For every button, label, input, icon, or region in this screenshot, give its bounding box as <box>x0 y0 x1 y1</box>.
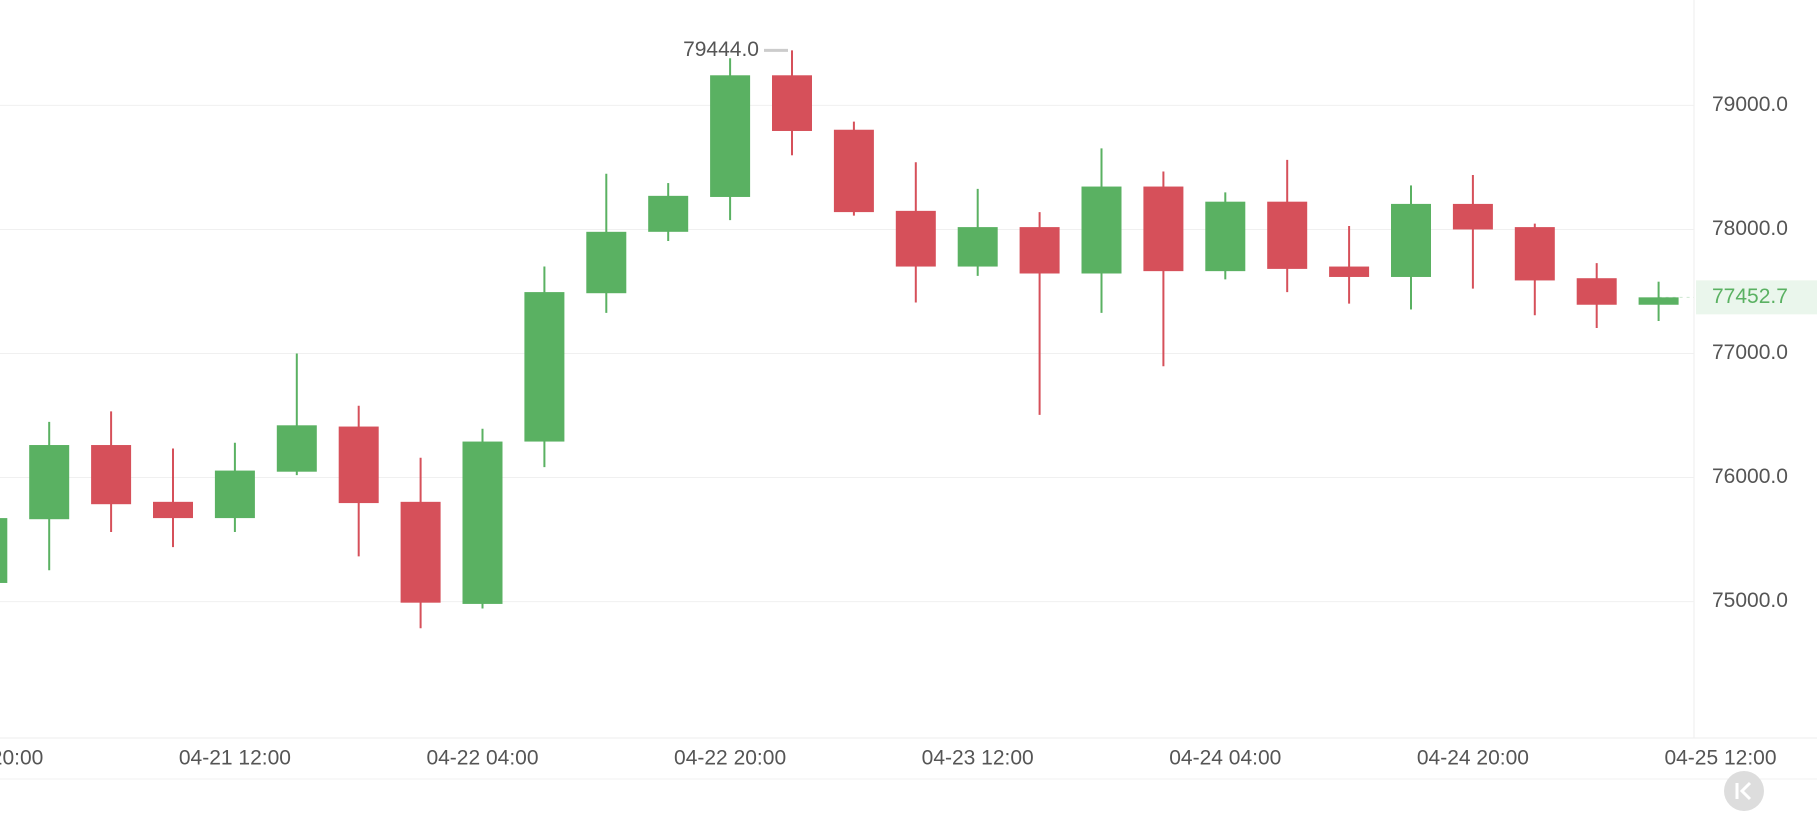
candle-body <box>462 441 503 604</box>
candle-body <box>1638 297 1679 305</box>
x-tick-label: 04-20 20:00 <box>0 747 43 770</box>
candle-body <box>153 501 193 519</box>
candle-body <box>1267 201 1308 269</box>
y-tick-label: 77000.0 <box>1712 341 1788 364</box>
candle-body <box>1081 186 1122 274</box>
y-tick-label: 75000.0 <box>1712 589 1788 612</box>
x-tick-label: 04-23 12:00 <box>922 747 1034 770</box>
candle-body <box>400 501 441 603</box>
x-tick-label: 04-25 12:00 <box>1664 747 1776 770</box>
x-tick-label: 04-22 20:00 <box>674 747 786 770</box>
candle-body <box>772 75 812 131</box>
candle-body <box>895 210 936 267</box>
candle-body <box>586 231 627 294</box>
candle-body <box>710 75 751 197</box>
candle-body <box>29 445 70 520</box>
candle-body <box>833 129 874 213</box>
candle-body <box>1329 266 1370 277</box>
x-tick-label: 04-21 12:00 <box>179 747 291 770</box>
candle-body <box>648 195 689 232</box>
x-tick-label: 04-24 20:00 <box>1417 747 1529 770</box>
y-tick-label: 79000.0 <box>1712 93 1788 116</box>
x-tick-label: 04-22 04:00 <box>426 747 538 770</box>
last-price-bg <box>1696 280 1817 315</box>
candle-body <box>276 425 317 472</box>
candle-body <box>957 227 998 267</box>
y-tick-label: 78000.0 <box>1712 217 1788 240</box>
candle-body <box>1019 227 1060 274</box>
candle-body <box>1576 278 1617 305</box>
last-price-label: 77452.7 <box>1712 285 1788 308</box>
y-tick-label: 76000.0 <box>1712 465 1788 488</box>
candle-body <box>0 518 8 583</box>
candle-body <box>338 426 379 504</box>
candle-body <box>1514 227 1555 281</box>
candle-body <box>1205 201 1246 272</box>
scroll-icon <box>1735 781 1752 801</box>
candle-body <box>524 292 565 442</box>
candle-body <box>1391 203 1431 277</box>
candle-body <box>1452 203 1493 230</box>
candle-body <box>1143 186 1184 272</box>
candle-body <box>214 470 255 519</box>
scroll-to-latest[interactable] <box>1724 771 1764 811</box>
x-tick-label: 04-24 04:00 <box>1169 747 1281 770</box>
max-label: 79444.0 <box>683 38 759 61</box>
candle-body <box>91 445 132 505</box>
